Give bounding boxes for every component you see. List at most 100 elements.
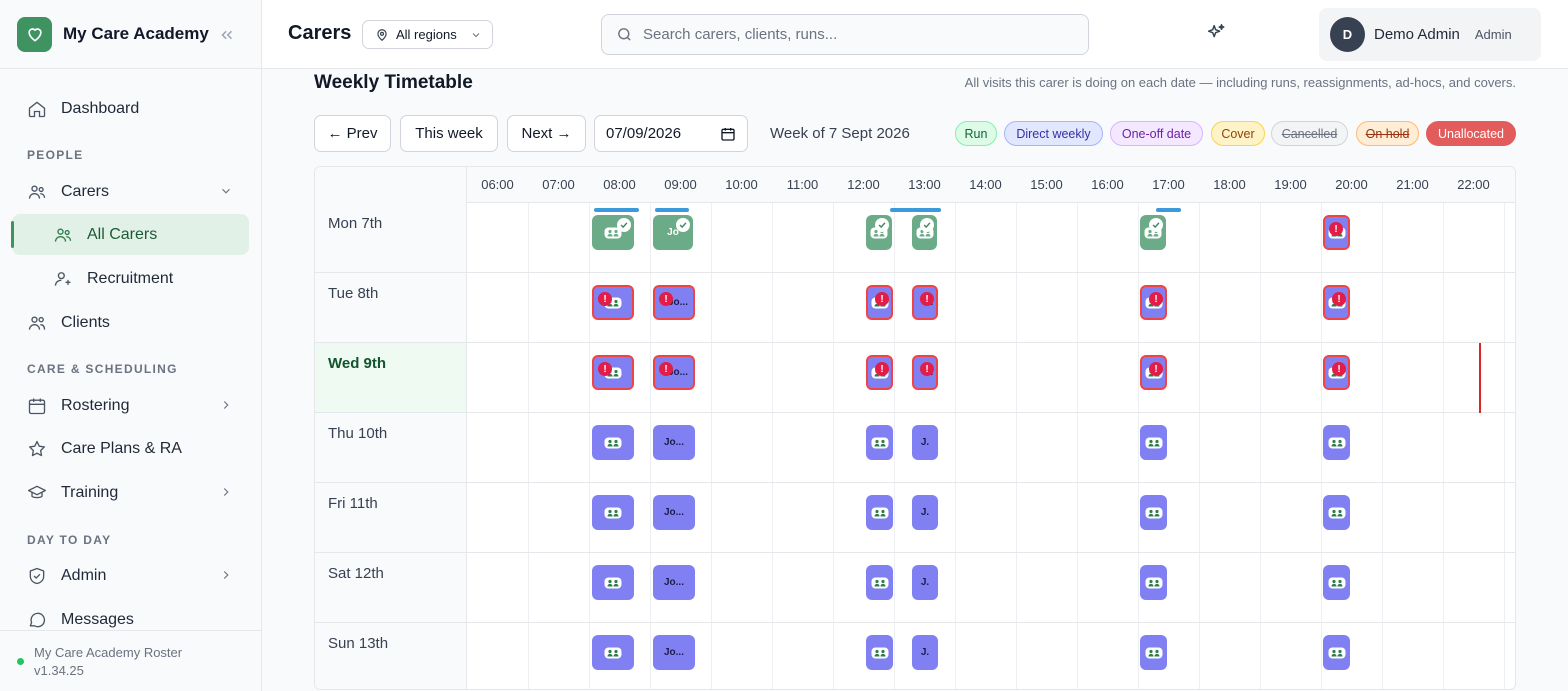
visit-block[interactable] bbox=[866, 635, 893, 670]
user-role: Admin bbox=[1474, 27, 1512, 42]
search-bar[interactable] bbox=[601, 14, 1089, 55]
hour-gridline bbox=[1504, 167, 1505, 689]
visit-block[interactable]: J. bbox=[912, 495, 938, 530]
section-label-people: PEOPLE bbox=[27, 148, 84, 162]
unallocated-visit-block[interactable]: ! bbox=[866, 285, 893, 320]
hour-gridline bbox=[1443, 167, 1444, 689]
visit-block[interactable] bbox=[592, 565, 634, 600]
user-menu[interactable]: D Demo Admin Admin bbox=[1319, 8, 1541, 61]
day-label-cell: Mon 7th bbox=[315, 203, 467, 272]
unallocated-visit-block[interactable]: ! bbox=[1140, 285, 1167, 320]
this-week-button[interactable]: This week bbox=[400, 115, 498, 152]
hour-gridline bbox=[528, 167, 529, 689]
hour-label: 15:00 bbox=[1030, 177, 1063, 192]
unallocated-visit-block[interactable]: J.! bbox=[912, 285, 938, 320]
section-label-day: DAY TO DAY bbox=[27, 533, 112, 547]
grid-header: 06:00 07:00 08:00 09:00 10:00 11:00 12:00 13:00… bbox=[315, 167, 1515, 203]
unallocated-visit-block[interactable]: ! bbox=[866, 355, 893, 390]
unallocated-visit-block[interactable]: J.! bbox=[912, 355, 938, 390]
visit-block[interactable] bbox=[592, 635, 634, 670]
visit-block[interactable] bbox=[1140, 495, 1167, 530]
day-row: Sat 12th Jo... J. bbox=[315, 553, 1515, 623]
run-visit-block[interactable] bbox=[592, 215, 634, 250]
day-label-cell: Thu 10th bbox=[315, 413, 467, 482]
page-title: Carers bbox=[288, 22, 352, 44]
alert-icon: ! bbox=[1332, 292, 1346, 306]
run-indicator-bar bbox=[912, 208, 941, 212]
visit-block[interactable] bbox=[1140, 635, 1167, 670]
brand-logo-heart-icon[interactable] bbox=[17, 16, 52, 52]
visit-block[interactable] bbox=[866, 495, 893, 530]
sidebar-item-label: Clients bbox=[61, 313, 110, 331]
alert-icon: ! bbox=[875, 292, 889, 306]
sidebar-item-label: Care Plans & RA bbox=[61, 439, 182, 457]
visit-block[interactable] bbox=[1140, 565, 1167, 600]
visit-block[interactable]: Jo... bbox=[653, 495, 695, 530]
hour-gridline bbox=[1077, 167, 1078, 689]
visit-block[interactable]: J. bbox=[912, 425, 938, 460]
legend-chip: Cover bbox=[1211, 121, 1265, 146]
unallocated-visit-block[interactable]: ! bbox=[592, 355, 634, 390]
visit-block[interactable]: Jo... bbox=[653, 635, 695, 670]
alert-icon: ! bbox=[875, 362, 889, 376]
timetable-title: Weekly Timetable bbox=[314, 72, 473, 93]
alert-icon: ! bbox=[920, 362, 934, 376]
hour-label: 10:00 bbox=[725, 177, 758, 192]
run-visit-block[interactable] bbox=[866, 215, 892, 250]
region-select[interactable]: All regions bbox=[362, 20, 493, 49]
current-time-line bbox=[1479, 343, 1481, 413]
unallocated-visit-block[interactable]: ! bbox=[1323, 355, 1350, 390]
visit-block[interactable] bbox=[592, 425, 634, 460]
collapse-sidebar-icon[interactable] bbox=[216, 24, 238, 46]
unallocated-visit-block[interactable]: ! bbox=[592, 285, 634, 320]
visit-block[interactable]: J. bbox=[912, 565, 938, 600]
week-date-input[interactable]: 07/09/2026 bbox=[594, 115, 748, 152]
run-visit-block[interactable] bbox=[912, 215, 937, 250]
shield-check-icon bbox=[26, 565, 48, 587]
visit-block[interactable] bbox=[866, 565, 893, 600]
visit-block[interactable] bbox=[1323, 425, 1350, 460]
user-name: Demo Admin bbox=[1374, 26, 1460, 43]
visit-block[interactable] bbox=[1140, 425, 1167, 460]
unallocated-visit-block[interactable]: ! bbox=[1323, 215, 1350, 250]
next-week-button[interactable]: Next → bbox=[507, 115, 586, 152]
unallocated-visit-block[interactable]: ! bbox=[1140, 355, 1167, 390]
prev-week-button[interactable]: ← Prev bbox=[314, 115, 391, 152]
visit-block[interactable] bbox=[592, 495, 634, 530]
day-row: Mon 7th Jo! bbox=[315, 203, 1515, 273]
hour-label: 21:00 bbox=[1396, 177, 1429, 192]
sidebar-item-recruitment[interactable]: Recruitment bbox=[12, 258, 249, 299]
day-label: Tue 8th bbox=[328, 285, 379, 302]
visit-block[interactable]: J. bbox=[912, 635, 938, 670]
visit-block[interactable]: Jo... bbox=[653, 425, 695, 460]
unallocated-visit-block[interactable]: Jo...! bbox=[653, 355, 695, 390]
home-icon bbox=[26, 98, 48, 120]
sidebar-item-training[interactable]: Training bbox=[12, 472, 249, 513]
unallocated-visit-block[interactable]: ! bbox=[1323, 285, 1350, 320]
visit-block[interactable]: Jo... bbox=[653, 565, 695, 600]
run-visit-block[interactable]: Jo bbox=[653, 215, 693, 250]
sidebar-item-admin[interactable]: Admin bbox=[12, 555, 249, 596]
alert-icon: ! bbox=[598, 292, 612, 306]
calendar-icon bbox=[721, 128, 735, 141]
unallocated-visit-block[interactable]: Jo...! bbox=[653, 285, 695, 320]
visit-block[interactable] bbox=[1323, 635, 1350, 670]
run-visit-block[interactable] bbox=[1140, 215, 1166, 250]
visit-block[interactable] bbox=[1323, 495, 1350, 530]
hour-label: 06:00 bbox=[481, 177, 514, 192]
search-input[interactable] bbox=[643, 26, 1063, 43]
check-icon bbox=[676, 218, 690, 232]
visit-block[interactable] bbox=[1323, 565, 1350, 600]
visit-text: Jo... bbox=[667, 367, 688, 378]
visit-block[interactable] bbox=[866, 425, 893, 460]
sidebar-item-carers[interactable]: Carers bbox=[12, 171, 249, 212]
sidebar-item-messages[interactable]: Messages bbox=[12, 599, 249, 640]
sidebar-item-care-plans[interactable]: Care Plans & RA bbox=[12, 428, 249, 469]
sidebar-item-rostering[interactable]: Rostering bbox=[12, 385, 249, 426]
sidebar-item-dashboard[interactable]: Dashboard bbox=[12, 88, 249, 129]
visit-text: J. bbox=[920, 577, 930, 588]
chevron-right-icon bbox=[217, 483, 235, 501]
sparkles-icon[interactable] bbox=[1205, 22, 1229, 46]
sidebar-item-clients[interactable]: Clients bbox=[12, 302, 249, 343]
sidebar-item-all-carers[interactable]: All Carers bbox=[12, 214, 249, 255]
